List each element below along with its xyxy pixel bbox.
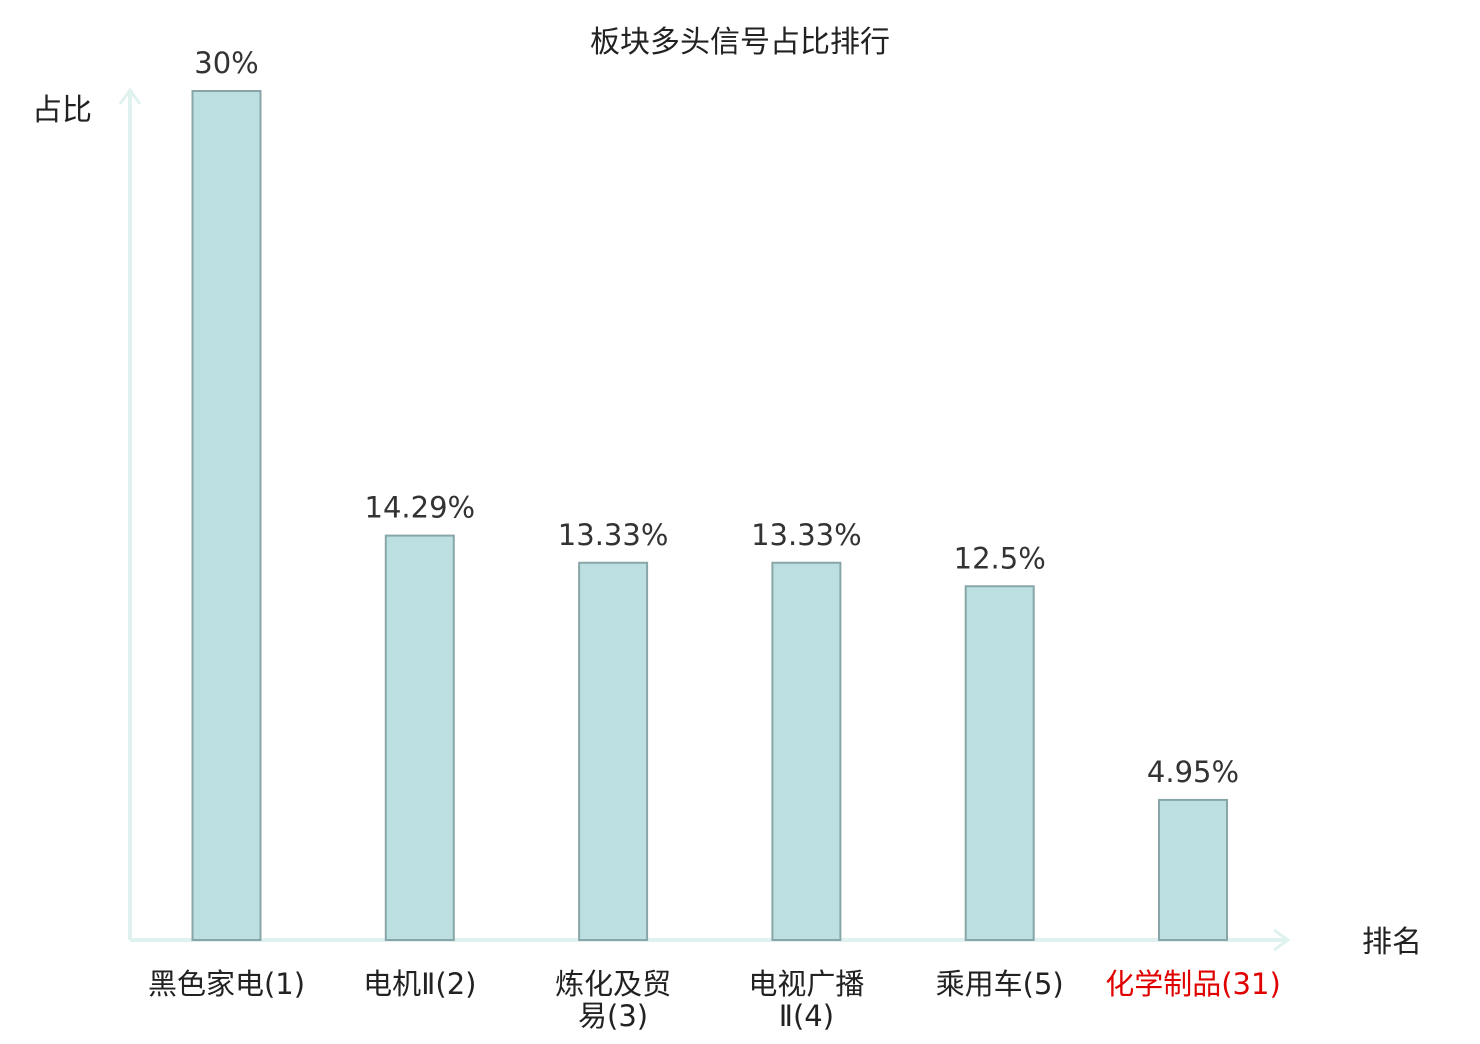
x-axis-label: 排名	[1362, 925, 1422, 960]
bars-group	[191, 90, 1228, 942]
bar	[964, 585, 1035, 941]
bar-value-label: 13.33%	[751, 518, 862, 552]
category-tick-label: 电视广播	[748, 967, 864, 1001]
bar-value-label: 14.29%	[365, 491, 476, 525]
category-tick-label: 电机Ⅱ(2)	[363, 967, 476, 1001]
value-labels-group: 30% 14.29% 13.33% 13.33% 12.5% 4.95%	[194, 46, 1239, 789]
axes	[118, 87, 1291, 952]
bar	[1158, 798, 1228, 941]
bar	[384, 534, 455, 942]
y-axis-label: 占比	[32, 93, 92, 128]
category-tick-label: 炼化及贸	[555, 967, 671, 1001]
x-axis-arrow	[1273, 928, 1291, 952]
bar-value-label: 30%	[194, 46, 258, 80]
bar-value-label: 4.95%	[1147, 755, 1239, 789]
bar	[771, 561, 842, 941]
category-tick-label: 易(3)	[578, 999, 648, 1033]
bar	[578, 561, 649, 941]
bar-value-label: 12.5%	[954, 541, 1046, 575]
category-tick-label: 化学制品(31)	[1105, 967, 1281, 1001]
y-axis-arrow	[118, 87, 142, 105]
category-tick-label: Ⅱ(4)	[779, 999, 834, 1033]
bar	[191, 90, 262, 941]
bar-value-label: 13.33%	[558, 518, 669, 552]
category-tick-label: 黑色家电(1)	[148, 967, 305, 1001]
category-tick-label: 乘用车(5)	[936, 967, 1064, 1001]
chart-title: 板块多头信号占比排行	[590, 25, 890, 60]
